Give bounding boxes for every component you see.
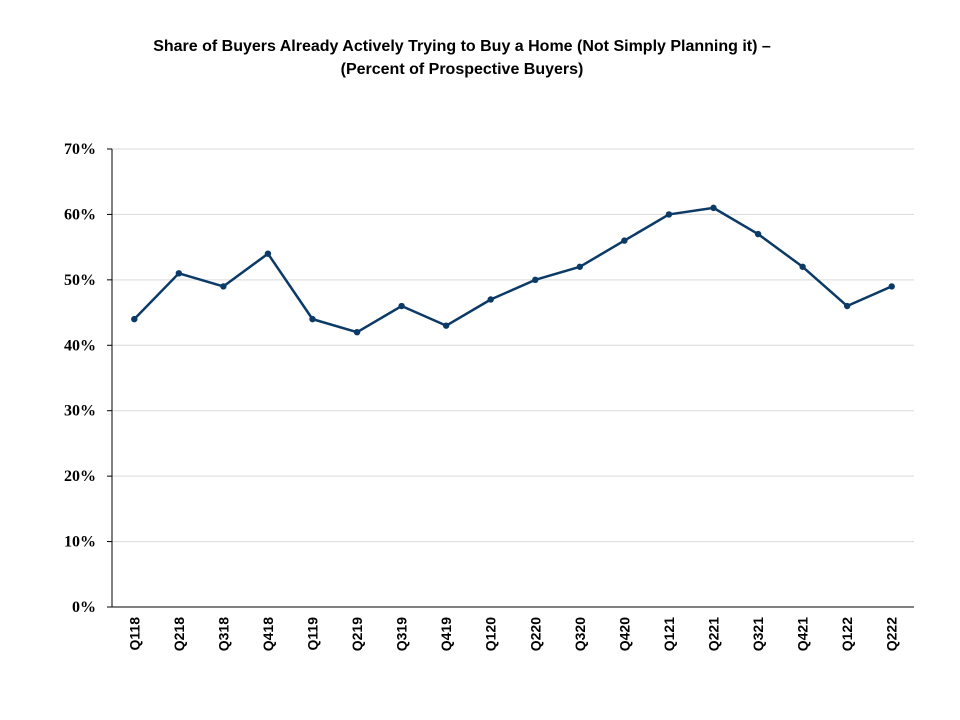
chart-subtitle: (Percent of Prospective Buyers)	[341, 61, 584, 78]
x-tick-label: Q118	[126, 617, 142, 651]
x-tick-label: Q220	[527, 617, 543, 651]
data-point	[353, 329, 361, 336]
x-tick-label: Q122	[839, 617, 855, 651]
data-point	[710, 204, 717, 212]
x-tick-label: Q222	[884, 617, 900, 651]
y-tick-label: 30%	[64, 403, 96, 420]
data-point	[398, 302, 405, 310]
chart-title: Share of Buyers Already Actively Trying …	[153, 38, 771, 55]
x-tick-label: Q418	[260, 617, 276, 651]
x-tick-label: Q320	[572, 617, 588, 651]
data-point	[131, 315, 138, 323]
data-point	[264, 250, 272, 257]
x-tick-label: Q421	[795, 617, 811, 651]
x-tick-label: Q119	[305, 617, 321, 651]
x-tick-label: Q319	[394, 617, 410, 651]
data-point	[621, 237, 628, 244]
x-tick-label: Q219	[349, 617, 365, 651]
data-point	[888, 283, 895, 290]
y-axis-tick-labels: 0% 10% 20% 30% 40% 50% 60% 70%	[64, 141, 96, 616]
axes	[107, 148, 914, 608]
y-tick-label: 40%	[64, 337, 96, 354]
data-point	[754, 230, 762, 238]
data-point	[442, 322, 450, 329]
y-tick-label: 10%	[64, 534, 96, 551]
series-line-group	[131, 204, 895, 336]
data-point	[487, 296, 494, 303]
gridlines	[112, 148, 914, 543]
data-point	[220, 283, 227, 290]
y-tick-label: 60%	[64, 206, 96, 223]
data-point	[309, 315, 316, 323]
y-tick-label: 20%	[64, 468, 96, 485]
y-tick-label: 0%	[72, 599, 96, 616]
x-axis-tick-labels: Q118 Q218 Q318 Q418 Q119 Q219 Q319 Q419 Q120 Q220…	[126, 617, 899, 651]
data-point	[532, 276, 539, 284]
data-point	[843, 302, 851, 310]
y-tick-label: 50%	[64, 272, 96, 289]
series-line	[133, 206, 893, 334]
data-point	[799, 263, 806, 270]
x-tick-label: Q419	[438, 617, 454, 651]
y-tick-label: 70%	[64, 141, 96, 158]
x-tick-label: Q120	[483, 617, 499, 651]
x-tick-label: Q318	[215, 617, 231, 651]
data-point	[665, 211, 673, 218]
data-point	[175, 270, 183, 277]
x-tick-label: Q221	[706, 617, 722, 651]
x-tick-label: Q321	[750, 617, 766, 651]
data-point	[576, 263, 584, 270]
x-tick-label: Q420	[616, 617, 632, 651]
x-tick-label: Q121	[661, 617, 677, 651]
x-tick-label: Q218	[171, 617, 187, 651]
